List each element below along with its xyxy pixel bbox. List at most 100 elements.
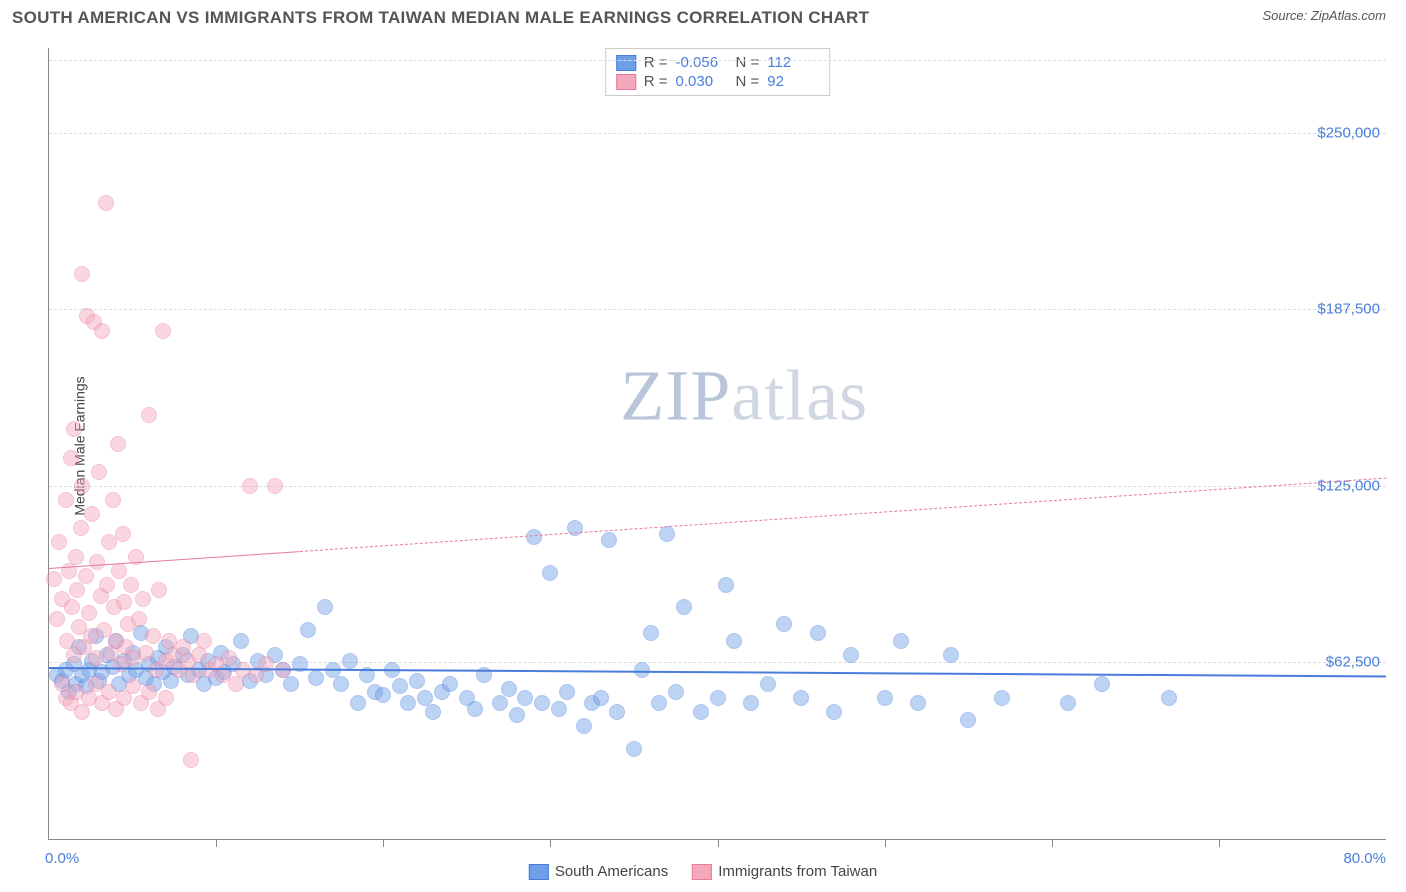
gridline xyxy=(49,60,1386,61)
data-point xyxy=(576,718,592,734)
data-point xyxy=(400,695,416,711)
data-point xyxy=(151,582,167,598)
data-point xyxy=(350,695,366,711)
data-point xyxy=(567,520,583,536)
data-point xyxy=(89,554,105,570)
legend-swatch-series1 xyxy=(529,864,549,880)
data-point xyxy=(191,647,207,663)
data-point xyxy=(155,323,171,339)
data-point xyxy=(442,676,458,692)
x-tick xyxy=(550,839,551,847)
stats-row-series1: R = -0.056 N = 112 xyxy=(616,53,820,72)
data-point xyxy=(626,741,642,757)
data-point xyxy=(141,407,157,423)
data-point xyxy=(718,577,734,593)
data-point xyxy=(659,526,675,542)
data-point xyxy=(300,622,316,638)
data-point xyxy=(58,492,74,508)
data-point xyxy=(61,563,77,579)
x-axis-max-label: 80.0% xyxy=(1343,850,1386,867)
data-point xyxy=(64,599,80,615)
data-point xyxy=(46,571,62,587)
x-tick xyxy=(1219,839,1220,847)
data-point xyxy=(141,684,157,700)
data-point xyxy=(110,436,126,452)
data-point xyxy=(267,478,283,494)
data-point xyxy=(233,633,249,649)
gridline xyxy=(49,133,1386,134)
data-point xyxy=(843,647,859,663)
data-point xyxy=(893,633,909,649)
data-point xyxy=(994,690,1010,706)
legend-item-series2: Immigrants from Taiwan xyxy=(692,863,877,880)
data-point xyxy=(333,676,349,692)
data-point xyxy=(409,673,425,689)
data-point xyxy=(526,529,542,545)
data-point xyxy=(810,625,826,641)
data-point xyxy=(283,676,299,692)
data-point xyxy=(74,478,90,494)
data-point xyxy=(91,464,107,480)
x-tick xyxy=(216,839,217,847)
data-point xyxy=(135,591,151,607)
data-point xyxy=(676,599,692,615)
data-point xyxy=(877,690,893,706)
data-point xyxy=(634,662,650,678)
data-point xyxy=(542,565,558,581)
data-point xyxy=(145,628,161,644)
data-point xyxy=(492,695,508,711)
data-point xyxy=(74,266,90,282)
trend-line xyxy=(49,551,300,569)
data-point xyxy=(74,704,90,720)
x-tick xyxy=(383,839,384,847)
chart-header: SOUTH AMERICAN VS IMMIGRANTS FROM TAIWAN… xyxy=(0,0,1406,32)
data-point xyxy=(743,695,759,711)
data-point xyxy=(342,653,358,669)
data-point xyxy=(69,582,85,598)
data-point xyxy=(375,687,391,703)
data-point xyxy=(501,681,517,697)
data-point xyxy=(693,704,709,720)
data-point xyxy=(943,647,959,663)
data-point xyxy=(115,526,131,542)
data-point xyxy=(826,704,842,720)
data-point xyxy=(534,695,550,711)
watermark: ZIPatlas xyxy=(620,355,868,438)
data-point xyxy=(559,684,575,700)
data-point xyxy=(88,650,104,666)
data-point xyxy=(242,478,258,494)
data-point xyxy=(158,690,174,706)
data-point xyxy=(960,712,976,728)
y-tick-label: $250,000 xyxy=(1317,124,1380,141)
data-point xyxy=(111,563,127,579)
data-point xyxy=(105,492,121,508)
correlation-stats-box: R = -0.056 N = 112 R = 0.030 N = 92 xyxy=(605,48,831,96)
data-point xyxy=(123,577,139,593)
data-point xyxy=(99,577,115,593)
data-point xyxy=(131,611,147,627)
data-point xyxy=(308,670,324,686)
data-point xyxy=(98,195,114,211)
bottom-legend: South Americans Immigrants from Taiwan xyxy=(529,863,877,880)
data-point xyxy=(1060,695,1076,711)
data-point xyxy=(668,684,684,700)
data-point xyxy=(1161,690,1177,706)
data-point xyxy=(467,701,483,717)
data-point xyxy=(710,690,726,706)
data-point xyxy=(651,695,667,711)
x-axis-min-label: 0.0% xyxy=(45,850,79,867)
data-point xyxy=(776,616,792,632)
data-point xyxy=(138,645,154,661)
data-point xyxy=(183,752,199,768)
gridline xyxy=(49,309,1386,310)
data-point xyxy=(84,506,100,522)
source-attribution: Source: ZipAtlas.com xyxy=(1262,8,1386,23)
chart-title: SOUTH AMERICAN VS IMMIGRANTS FROM TAIWAN… xyxy=(12,8,869,28)
x-tick xyxy=(718,839,719,847)
data-point xyxy=(593,690,609,706)
data-point xyxy=(221,650,237,666)
swatch-series2 xyxy=(616,74,636,90)
x-tick xyxy=(1052,839,1053,847)
data-point xyxy=(228,676,244,692)
data-point xyxy=(425,704,441,720)
